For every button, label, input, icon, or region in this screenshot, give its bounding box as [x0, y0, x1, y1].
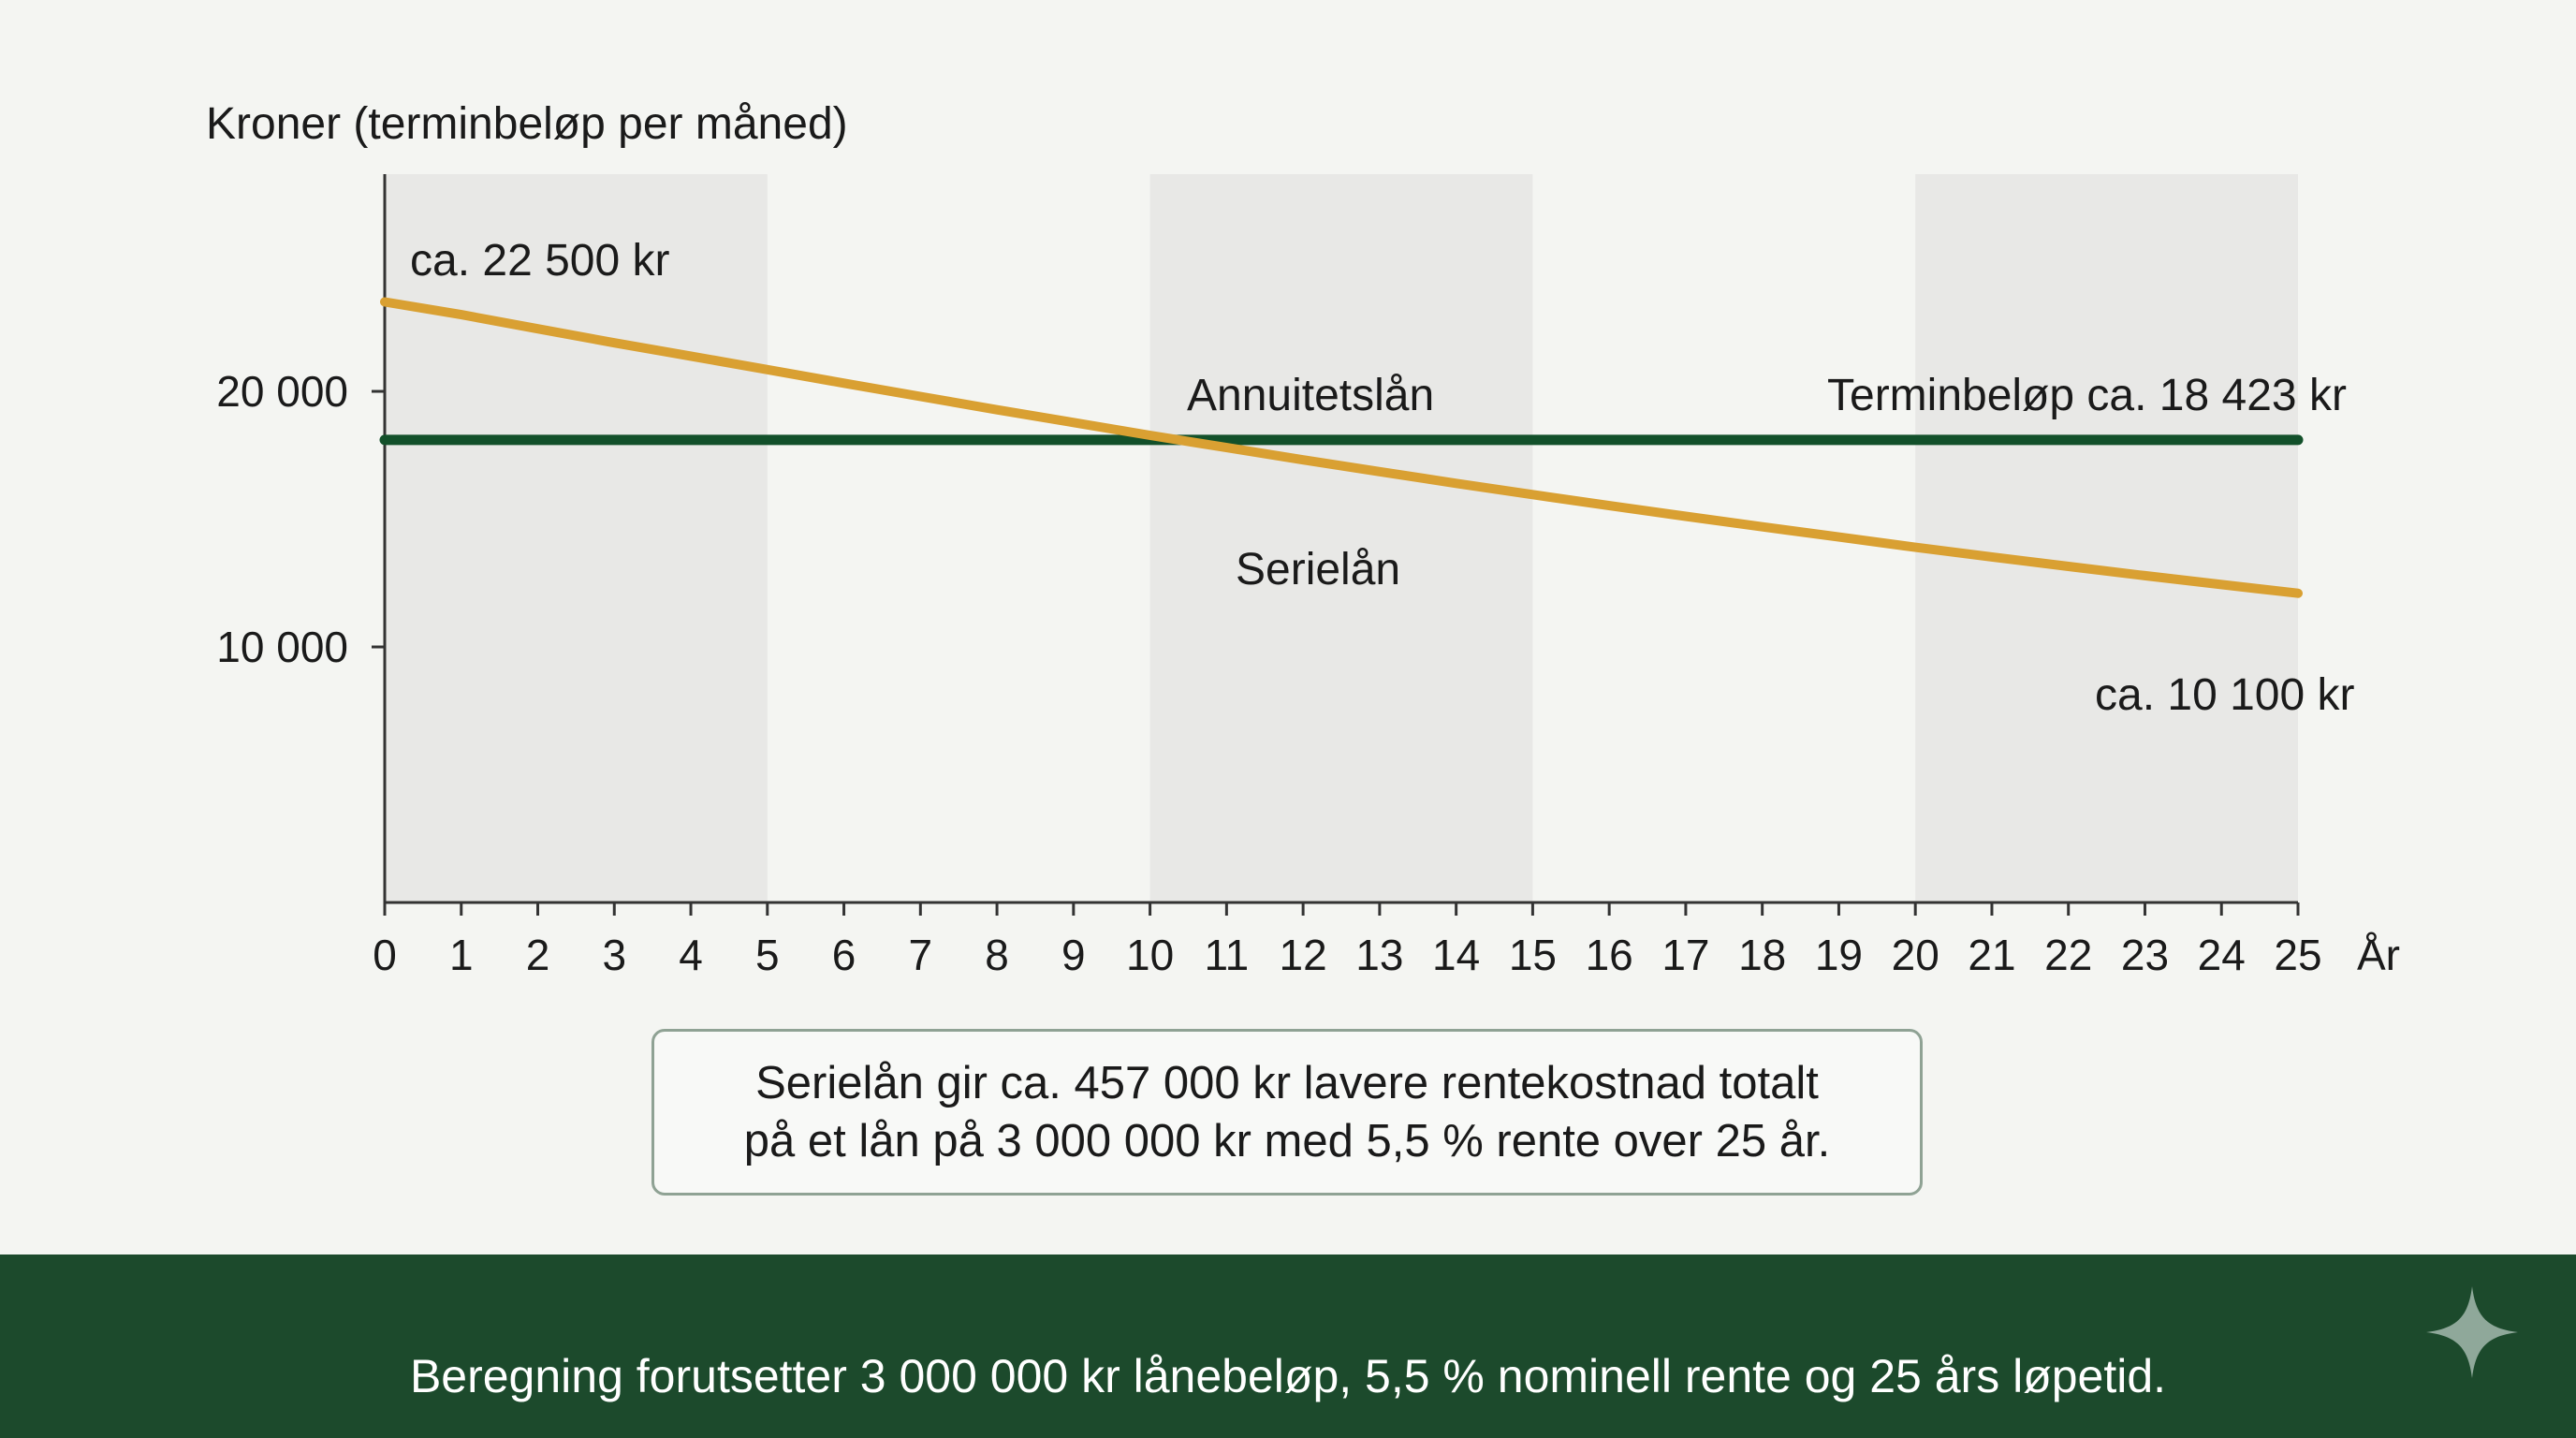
x-tick-label: 22 — [2044, 931, 2092, 979]
x-tick-label: 3 — [602, 931, 626, 979]
series-line-serielan — [380, 297, 2303, 598]
x-tick-label: 8 — [985, 931, 1009, 979]
footer-band — [0, 1255, 2576, 1438]
x-tick-label: 11 — [1204, 931, 1249, 979]
x-tick-label: 17 — [1661, 931, 1709, 979]
annotation-serie-start: ca. 22 500 kr — [410, 236, 670, 286]
shaded-bands — [385, 174, 2298, 902]
x-tick-label: 20 — [1892, 931, 1939, 979]
x-tick-label: 13 — [1355, 931, 1403, 979]
x-tick-label: 23 — [2121, 931, 2169, 979]
y-ticks: 10 000 20 000 — [216, 367, 385, 671]
x-tick-label: 10 — [1126, 931, 1174, 979]
x-tick-label: 4 — [679, 931, 703, 979]
x-tick-label: 15 — [1509, 931, 1557, 979]
summary-note-line-1: Serielån gir ca. 457 000 kr lavere rente… — [755, 1058, 1819, 1108]
x-tick-label: 1 — [449, 931, 474, 979]
annotation-serie-end: ca. 10 100 kr — [2095, 670, 2355, 720]
x-tick-label: 18 — [1738, 931, 1786, 979]
y-axis-title: Kroner (terminbeløp per måned) — [206, 99, 848, 149]
x-tick-label: 9 — [1061, 931, 1086, 979]
series-lines — [379, 297, 2304, 598]
x-tick-label: 14 — [1432, 931, 1480, 979]
annotation-annuitet-name: Annuitetslån — [1187, 371, 1434, 420]
chart: Kroner (terminbeløp per måned) 10 000 20 … — [206, 99, 2400, 979]
summary-note-line-2: på et lån på 3 000 000 kr med 5,5 % rent… — [743, 1116, 1831, 1167]
annotation-annuitet-amount: Terminbeløp ca. 18 423 kr — [1827, 371, 2347, 420]
x-tick-label: 0 — [373, 931, 397, 979]
x-tick-label: 21 — [1968, 931, 2015, 979]
sparkle-icon — [2426, 1286, 2518, 1378]
x-ticks: 0 1 2 3 4 5 6 7 8 9 10 11 12 13 14 15 16 17 18 19 20 21 22 23 24… — [373, 902, 2322, 979]
x-tick-label: 16 — [1586, 931, 1633, 979]
shaded-band-2 — [1915, 174, 2298, 902]
x-tick-label: 6 — [832, 931, 856, 979]
summary-note-box: Serielån gir ca. 457 000 kr lavere rente… — [651, 1029, 1923, 1196]
shaded-band-1 — [1149, 174, 1533, 902]
footer-text: Beregning forutsetter 3 000 000 kr låneb… — [409, 1350, 2167, 1402]
x-tick-label: 2 — [526, 931, 550, 979]
x-tick-label: 24 — [2198, 931, 2246, 979]
x-tick-label: 12 — [1280, 931, 1327, 979]
x-tick-label: 25 — [2274, 931, 2321, 979]
x-tick-label: 5 — [755, 931, 780, 979]
shaded-band-0 — [385, 174, 768, 902]
annotation-serie-name: Serielån — [1236, 545, 1400, 594]
x-axis-title: År — [2357, 931, 2400, 979]
y-tick-label: 10 000 — [216, 623, 348, 671]
x-tick-label: 7 — [909, 931, 933, 979]
x-tick-label: 19 — [1815, 931, 1863, 979]
y-tick-label: 20 000 — [216, 367, 348, 416]
